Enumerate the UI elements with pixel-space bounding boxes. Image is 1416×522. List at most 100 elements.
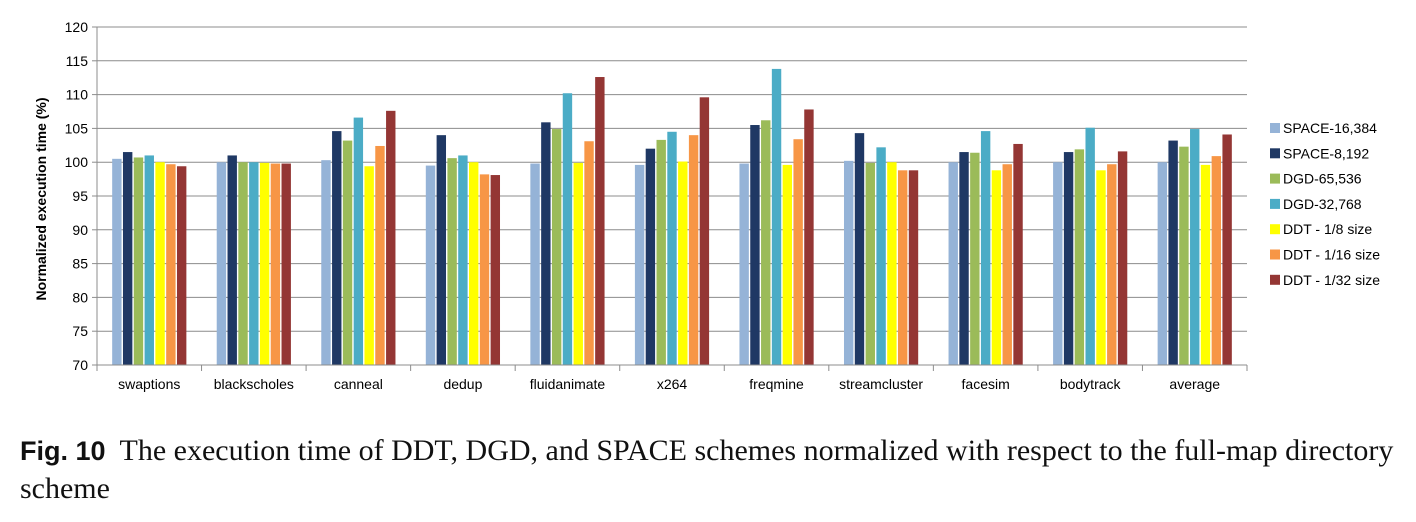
bar	[1157, 162, 1168, 365]
x-tick-label: bodytrack	[1060, 376, 1122, 392]
x-tick-label: average	[1169, 376, 1220, 392]
bar	[436, 135, 447, 365]
bar	[270, 163, 281, 365]
axes: 70 75 80 85 90 95 100 105 110 115 120 swaptions blac…	[65, 19, 1248, 392]
bar	[854, 133, 865, 365]
bar	[490, 175, 501, 365]
bar	[447, 158, 457, 365]
y-tick-label: 105	[65, 120, 89, 136]
y-tick-label: 85	[72, 256, 88, 272]
legend-label: DGD-65,536	[1283, 171, 1362, 187]
y-tick-label: 120	[65, 19, 89, 35]
bar	[551, 129, 562, 365]
bar	[645, 148, 656, 365]
bar	[908, 170, 919, 365]
bar	[1211, 156, 1222, 365]
bar	[227, 155, 237, 365]
bar	[375, 145, 385, 365]
bar	[970, 152, 980, 365]
bar	[897, 170, 908, 365]
bar	[804, 109, 814, 365]
legend-label: DDT - 1/8 size	[1283, 221, 1372, 237]
bar	[667, 131, 677, 365]
bar	[469, 162, 479, 365]
figure-caption: Fig. 10 The execution time of DDT, DGD, a…	[20, 432, 1405, 508]
bar	[584, 141, 594, 365]
bar	[1107, 164, 1117, 365]
x-tick-label: swaptions	[118, 376, 180, 392]
bar	[249, 162, 259, 365]
bar	[541, 122, 551, 365]
legend-label: SPACE-16,384	[1283, 120, 1377, 136]
legend-label: DGD-32,768	[1283, 196, 1362, 212]
bar	[688, 135, 699, 365]
bar	[259, 162, 270, 365]
bar	[458, 155, 468, 365]
x-tick-label: freqmine	[749, 376, 804, 392]
y-tick-label: 115	[66, 53, 89, 69]
legend-label: DDT - 1/16 size	[1283, 247, 1380, 263]
bar	[595, 77, 605, 366]
legend-swatch	[1270, 123, 1280, 133]
bar	[176, 166, 187, 365]
x-tick-label: fluidanimate	[530, 376, 606, 392]
legend-label: SPACE-8,192	[1283, 145, 1369, 161]
bar	[948, 162, 958, 365]
bar	[562, 93, 573, 366]
bar	[479, 174, 490, 365]
x-tick-label: canneal	[334, 376, 383, 392]
y-axis-label: Normalized execution time (%)	[33, 97, 49, 300]
bar	[1085, 127, 1095, 365]
bar	[133, 157, 144, 365]
y-tick-label: 80	[72, 289, 88, 305]
bar	[887, 162, 897, 365]
bar	[634, 164, 645, 365]
bar	[530, 163, 540, 365]
bar	[112, 158, 122, 365]
bar	[1002, 164, 1012, 365]
bar	[699, 97, 710, 365]
bar	[321, 160, 331, 365]
bar	[1168, 140, 1178, 365]
bar	[678, 161, 688, 365]
y-tick-label: 90	[72, 222, 88, 238]
bar	[122, 152, 133, 365]
bar	[1222, 134, 1232, 365]
bar	[573, 162, 583, 365]
legend: SPACE-16,384 SPACE-8,192 DGD-65,536 DGD-32,…	[1270, 120, 1380, 288]
bar	[761, 120, 771, 366]
bar	[238, 162, 248, 365]
x-tick-label: dedup	[443, 376, 482, 392]
x-tick-label: blackscholes	[214, 376, 294, 392]
bar	[1074, 149, 1085, 365]
legend-label: DDT - 1/32 size	[1283, 272, 1380, 288]
bar	[1053, 162, 1063, 365]
x-tick-label: facesim	[962, 376, 1010, 392]
bar	[1013, 143, 1023, 365]
legend-swatch	[1270, 274, 1280, 285]
bar	[332, 131, 342, 365]
bar	[739, 163, 749, 365]
bar	[656, 139, 666, 365]
bar	[144, 155, 154, 365]
bar	[843, 160, 854, 365]
legend-swatch	[1270, 249, 1280, 260]
legend-swatch	[1270, 224, 1280, 235]
bar	[771, 68, 782, 366]
bar	[364, 166, 374, 365]
bar	[342, 140, 353, 365]
bar	[980, 131, 991, 365]
bar	[991, 170, 1002, 365]
bar	[793, 139, 803, 365]
legend-swatch	[1270, 148, 1280, 159]
bar	[1179, 146, 1189, 365]
figure-caption-text: The execution time of DDT, DGD, and SPAC…	[20, 434, 1394, 505]
bar	[425, 165, 436, 365]
bar	[876, 147, 886, 365]
bar	[353, 117, 364, 365]
bar	[281, 163, 291, 365]
y-tick-label: 70	[72, 357, 88, 373]
bar	[1117, 151, 1128, 365]
x-tick-label: streamcluster	[839, 376, 923, 392]
y-tick-label: 95	[72, 188, 88, 204]
